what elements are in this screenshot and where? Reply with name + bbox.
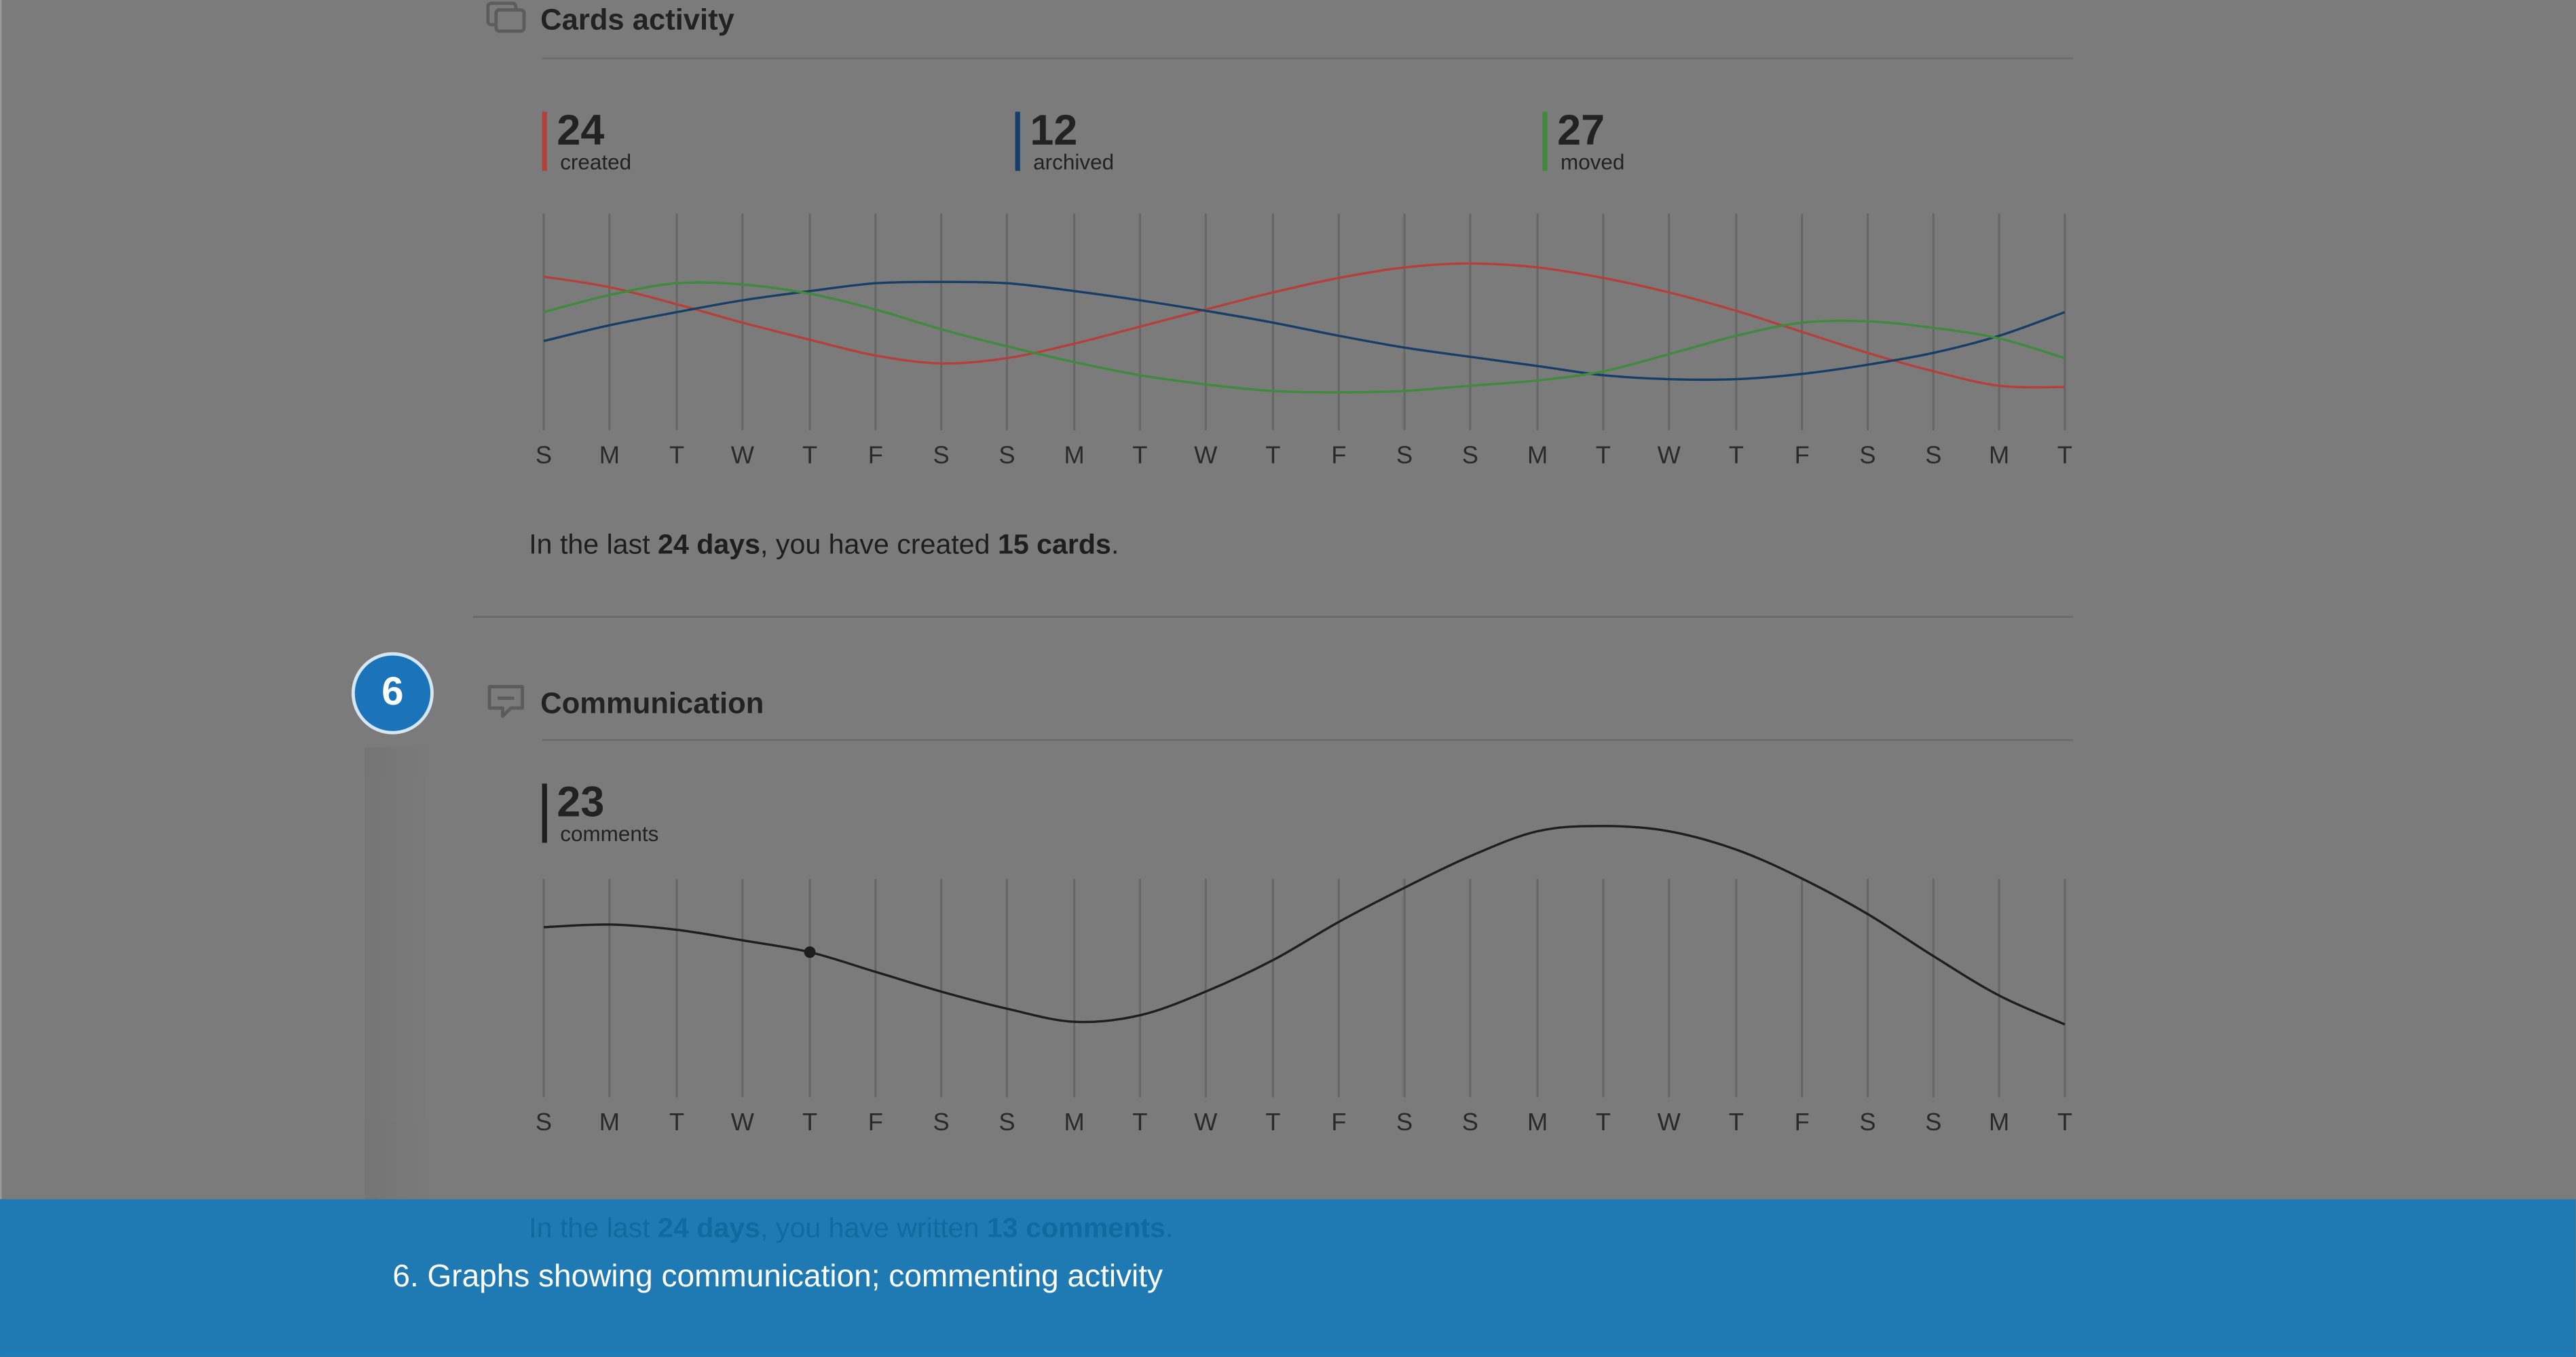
day-tick-label: M	[1527, 1108, 1548, 1136]
day-tick-label: S	[998, 441, 1015, 468]
day-tick-label: T	[802, 441, 817, 468]
day-tick-label: F	[1331, 1108, 1346, 1136]
caption-bar: In the last 24 days, you have written 13…	[0, 1199, 2576, 1357]
day-tick-label: S	[1925, 1108, 1941, 1136]
stat-moved-value: 27	[1557, 105, 1605, 155]
day-tick-label: S	[933, 1108, 950, 1136]
stat-moved-marker	[1542, 111, 1548, 171]
day-tick-label: F	[1331, 441, 1346, 468]
day-tick-label: T	[1729, 1108, 1744, 1136]
summary-text: In the last	[529, 1212, 658, 1244]
window-border	[0, 0, 2, 1357]
summary-count: 15 cards	[997, 529, 1111, 561]
day-tick-label: M	[1989, 1108, 2009, 1136]
summary-days: 24 days	[658, 529, 761, 561]
day-tick-label: S	[1859, 1108, 1875, 1136]
communication-summary: In the last 24 days, you have written 13…	[529, 1212, 1173, 1245]
summary-text: , you have created	[760, 529, 998, 561]
communication-title: Communication	[540, 686, 764, 720]
day-tick-label: M	[599, 1108, 620, 1136]
day-tick-label: S	[536, 441, 552, 468]
day-tick-label: S	[1396, 1108, 1413, 1136]
summary-text: , you have written	[760, 1212, 987, 1244]
hover-point[interactable]	[804, 946, 816, 959]
day-tick-label: S	[1462, 1108, 1478, 1136]
summary-text: .	[1165, 1212, 1174, 1244]
day-tick-label: T	[1132, 1108, 1147, 1136]
day-tick-label: T	[2057, 441, 2072, 468]
day-tick-label: S	[933, 441, 950, 468]
stat-comments-value: 23	[557, 777, 605, 827]
day-tick-label: W	[1194, 441, 1218, 468]
day-tick-label: F	[1795, 1108, 1810, 1136]
day-tick-label: M	[599, 441, 620, 468]
cards-activity-rule	[542, 57, 2074, 60]
day-tick-label: F	[868, 1108, 883, 1136]
series-line-moved	[543, 281, 2066, 394]
day-tick-label: T	[1265, 441, 1280, 468]
cards-activity-title: Cards activity	[540, 3, 734, 37]
day-tick-label: T	[2057, 1108, 2072, 1136]
stat-archived-label: archived	[1033, 149, 1115, 174]
day-tick-label: S	[1925, 441, 1941, 468]
day-tick-label: W	[731, 1108, 755, 1136]
day-tick-label: M	[1989, 441, 2009, 468]
series-line-comments	[543, 825, 2066, 1026]
summary-count: 13 comments	[986, 1212, 1165, 1244]
day-tick-label: S	[1462, 441, 1478, 468]
section-divider	[472, 616, 2074, 618]
day-tick-label: M	[1064, 1108, 1085, 1136]
day-tick-label: M	[1527, 441, 1548, 468]
stat-comments-marker	[542, 783, 547, 843]
day-tick-label: T	[1596, 441, 1611, 468]
day-tick-label: W	[731, 441, 755, 468]
summary-text: .	[1110, 529, 1119, 561]
caption-text: 6. Graphs showing communication; comment…	[392, 1260, 1163, 1295]
summary-days: 24 days	[658, 1212, 761, 1244]
cards-icon	[486, 1, 526, 33]
panel-shadow	[365, 747, 431, 1224]
day-tick-label: T	[802, 1108, 817, 1136]
communication-rule	[542, 739, 2074, 741]
day-tick-label: W	[1658, 1108, 1681, 1136]
day-tick-label: S	[1396, 441, 1413, 468]
step-badge: 6	[351, 652, 434, 735]
day-tick-label: T	[1596, 1108, 1611, 1136]
day-tick-label: T	[1265, 1108, 1280, 1136]
cards-activity-summary: In the last 24 days, you have created 15…	[529, 529, 1119, 561]
stat-archived-marker	[1015, 111, 1020, 171]
stat-created-label: created	[560, 149, 632, 174]
comment-icon	[487, 685, 524, 718]
stat-comments-label: comments	[560, 821, 659, 847]
day-tick-label: S	[998, 1108, 1015, 1136]
day-tick-label: W	[1194, 1108, 1218, 1136]
series-line-created	[543, 262, 2065, 389]
stat-moved-label: moved	[1561, 149, 1625, 174]
day-tick-label: W	[1658, 441, 1681, 468]
stat-archived-value: 12	[1030, 105, 1078, 155]
summary-text: In the last	[529, 529, 658, 561]
stat-created-value: 24	[557, 105, 605, 155]
day-tick-label: T	[1729, 441, 1744, 468]
day-tick-label: S	[1859, 441, 1875, 468]
day-tick-label: M	[1064, 441, 1085, 468]
day-tick-label: T	[669, 441, 684, 468]
day-tick-label: T	[1132, 441, 1147, 468]
day-tick-label: T	[669, 1108, 684, 1136]
day-tick-label: S	[536, 1108, 552, 1136]
stat-created-marker	[542, 111, 547, 171]
day-tick-label: F	[1795, 441, 1810, 468]
day-tick-label: F	[868, 441, 883, 468]
